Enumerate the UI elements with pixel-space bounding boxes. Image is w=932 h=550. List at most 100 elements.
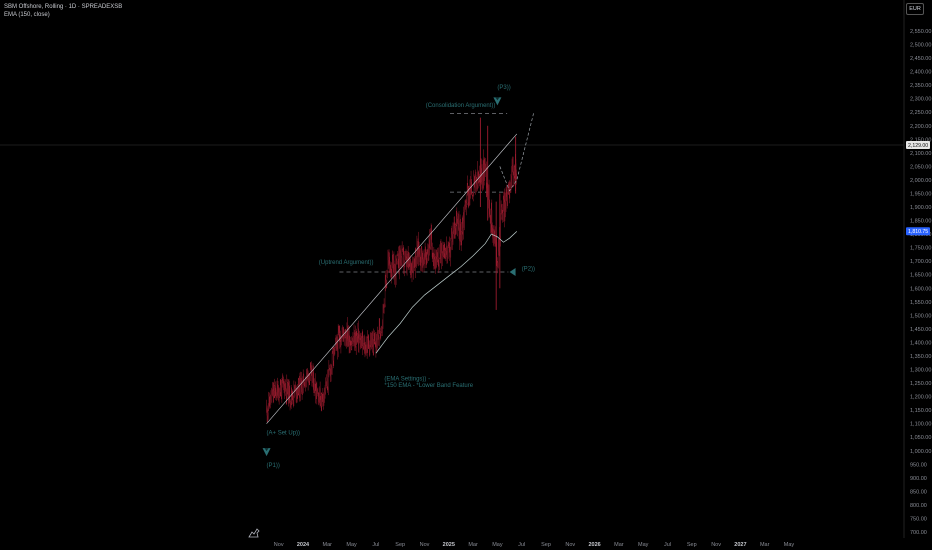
candle-body [385,282,387,285]
candle-body [290,390,292,403]
candle-body [346,335,347,341]
candle-body [388,259,389,261]
candle-body [460,234,462,241]
candle-body [283,383,285,385]
candle-body [356,335,358,337]
candle-body [511,175,512,181]
candle-body [455,224,457,226]
candle-body [482,160,484,181]
candle-body [429,247,431,249]
candle-body [474,176,476,187]
candle-body [419,254,421,262]
candle-body [278,392,280,398]
candle-body [398,267,400,270]
candle-body [311,369,313,382]
candle-body [336,339,337,343]
y-tick-label: 2,050.00 [910,164,931,170]
candle-body [315,388,317,396]
y-tick-label: 2,000.00 [910,178,931,184]
candle-body [325,381,326,392]
candle-body [484,164,486,170]
candle-body [466,203,468,207]
annotation-label: (Uptrend Argument)) [319,260,374,266]
candle-body [327,387,329,389]
candle-body [489,214,491,216]
p3-marker-icon [493,97,502,106]
candle-body [328,368,330,372]
candle-body [469,186,471,199]
candle-body [428,252,429,255]
candle-body [405,256,406,258]
candle-body [387,260,389,272]
x-tick-label: Sep [395,542,405,548]
candle-body [275,389,277,396]
candle-body [313,372,314,391]
candle-body [498,245,500,252]
candle-body [433,257,435,261]
candle-body [409,258,411,261]
candle-body [451,238,452,241]
candle-body [397,253,399,256]
x-tick-label: Nov [711,542,721,548]
candle-body [411,263,412,274]
candle-body [405,256,407,258]
candle-body [349,341,351,346]
candle-body [486,185,488,189]
annotation-label: (P1)) [267,463,280,469]
y-tick-label: 2,150.00 [910,137,931,143]
projection-line [499,112,535,192]
candle-body [315,390,317,396]
candle-body [367,338,369,340]
candle-body [366,344,368,350]
candle-body [452,234,453,242]
candle-body [436,258,438,261]
candle-body [512,165,514,173]
candle-body [418,241,419,256]
y-tick-label: 1,500.00 [910,313,931,319]
candle-body [272,388,274,396]
candle-body [385,279,387,283]
y-tick-label: 2,350.00 [910,83,931,89]
candle-body [290,402,291,403]
candle-body [339,333,341,340]
x-tick-label: Nov [565,542,575,548]
candle-body [466,185,468,204]
y-tick-label: 2,400.00 [910,70,931,76]
candle-body [475,174,476,187]
candle-body [426,256,428,259]
candle-body [464,211,465,221]
candle-body [308,374,310,381]
x-tick-label: May [346,542,357,548]
y-tick-label: 1,100.00 [910,422,931,428]
candle-body [291,396,293,398]
y-tick-label: 850.00 [910,489,927,495]
candle-body [396,258,398,261]
candle-body [317,392,319,394]
candle-body [307,372,308,374]
candle-body [373,336,375,342]
candle-body [380,331,382,333]
candle-body [285,389,287,397]
candle-body [303,374,305,386]
currency-button[interactable]: EUR [906,3,924,15]
candle-body [439,253,441,258]
candle-body [436,257,437,259]
candle-body [483,160,484,182]
candle-body [407,258,408,264]
candle-body [379,326,381,334]
time-axis[interactable]: Nov 2024 Mar May Jul Sep Nov 2025 Mar May Jul Sep No… [274,542,795,548]
candle-body [345,335,347,338]
candle-body [483,164,485,182]
candle-body [279,387,281,393]
candle-body [360,339,362,348]
candle-body [309,375,311,381]
candle-body [502,213,504,220]
candle-body [333,347,335,349]
candle-body [410,263,412,270]
candle-body [463,216,464,229]
candle-body [401,249,403,258]
x-tick-label: Mar [614,542,624,548]
price-axis[interactable]: 700.00 750.00 800.00 850.00 900.00 950.00 1,00… [910,29,931,536]
candle-body [435,259,436,269]
